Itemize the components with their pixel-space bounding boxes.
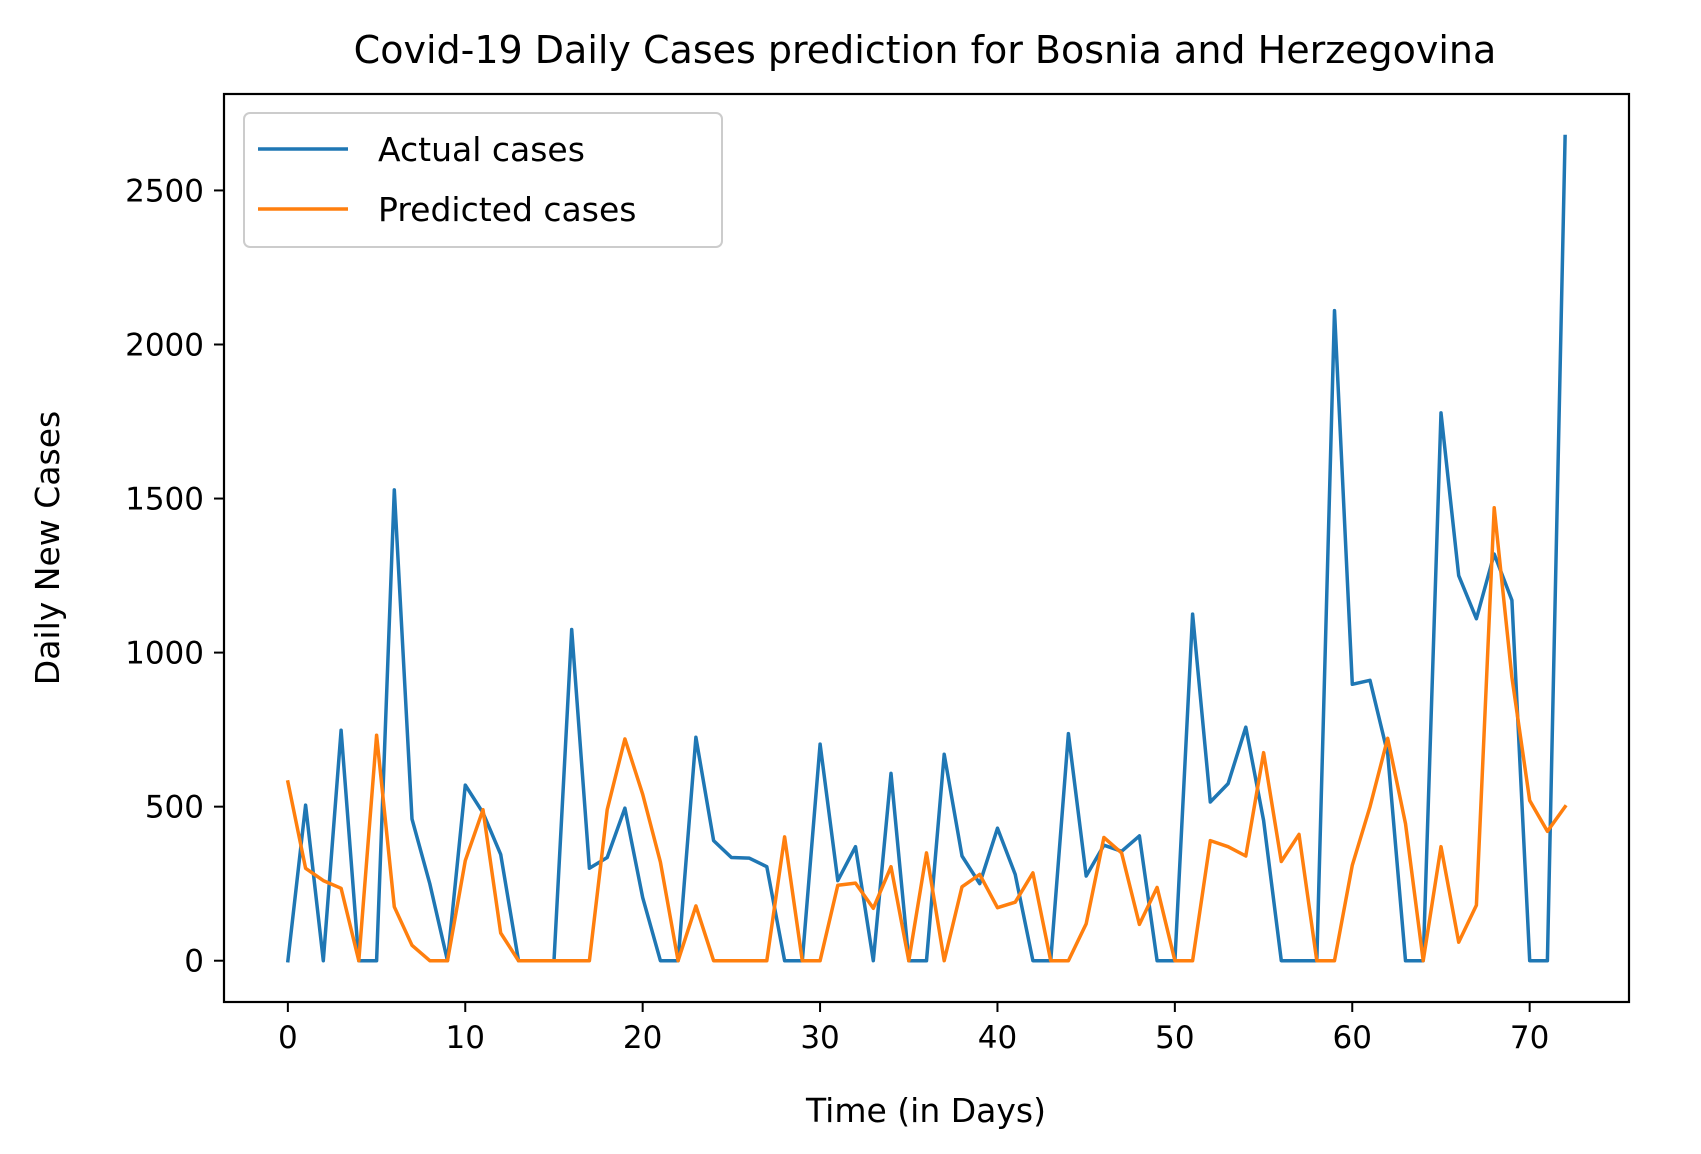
y-tick-label: 1000 (125, 636, 204, 672)
y-tick-label: 500 (145, 790, 204, 826)
legend: Actual cases Predicted cases (243, 112, 723, 248)
x-tick-label: 20 (623, 1020, 662, 1056)
plot-frame (222, 92, 1631, 1004)
series-lines (285, 134, 1568, 963)
y-tick-label: 2500 (125, 173, 204, 209)
series-line-actual (285, 134, 1567, 963)
y-tick-label: 1500 (125, 482, 204, 518)
x-tick-label: 60 (1333, 1020, 1372, 1056)
x-tick-label: 70 (1510, 1020, 1549, 1056)
x-tick-label: 40 (978, 1020, 1017, 1056)
x-tick-label: 0 (278, 1020, 298, 1056)
series-line-predicted (285, 506, 1568, 963)
y-axis-ticks: 0 500 1000 1500 2000 2500 (125, 173, 224, 980)
legend-label-actual: Actual cases (378, 130, 585, 169)
x-tick-label: 30 (800, 1020, 839, 1056)
x-axis-ticks: 0 10 20 30 40 50 60 70 (278, 1002, 1549, 1056)
legend-box (243, 112, 723, 248)
y-axis-label: Daily New Cases (28, 411, 67, 685)
legend-label-predicted: Predicted cases (378, 190, 636, 229)
chart-title: Covid-19 Daily Cases prediction for Bosn… (354, 28, 1497, 72)
x-tick-label: 50 (1155, 1020, 1194, 1056)
y-tick-label: 2000 (125, 327, 204, 363)
x-tick-label: 10 (446, 1020, 485, 1056)
y-tick-label: 0 (184, 944, 204, 980)
x-axis-label: Time (in Days) (805, 1091, 1046, 1130)
